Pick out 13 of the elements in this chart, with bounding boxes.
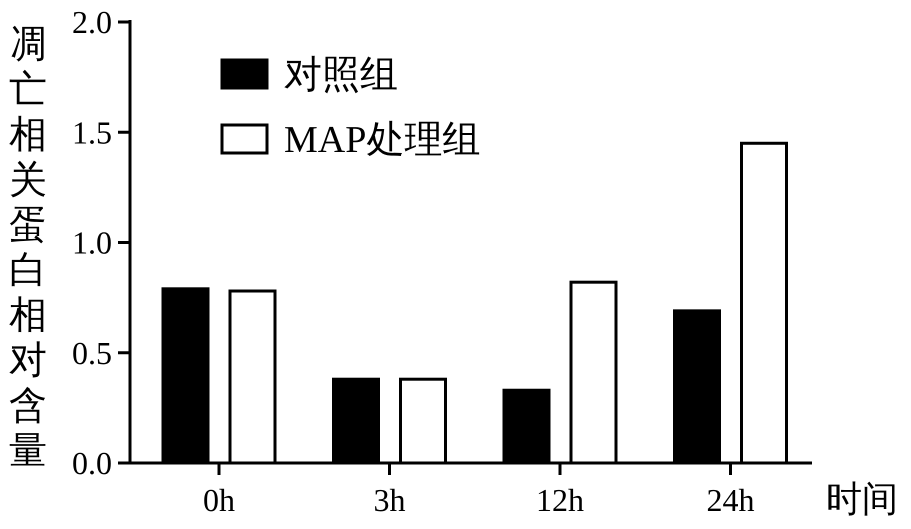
x-tick-label: 24h xyxy=(706,482,754,518)
x-tick-label: 3h xyxy=(374,482,406,518)
text: 凋亡相关蛋白相对含量 xyxy=(9,24,47,472)
y-tick-label: 0.5 xyxy=(72,334,112,371)
legend-label: MAP处理组 xyxy=(284,119,480,161)
y-tick-label: 1.5 xyxy=(72,114,112,150)
y-tick-label: 2.0 xyxy=(72,4,112,40)
x-axis-title: 时间 xyxy=(826,479,898,519)
y-tick-label: 0.0 xyxy=(72,445,112,481)
x-tick-label: 0h xyxy=(203,482,235,518)
y-tick-label: 1.0 xyxy=(72,224,112,260)
legend-label: 对照组 xyxy=(284,54,398,96)
x-tick-label: 12h xyxy=(536,482,584,518)
